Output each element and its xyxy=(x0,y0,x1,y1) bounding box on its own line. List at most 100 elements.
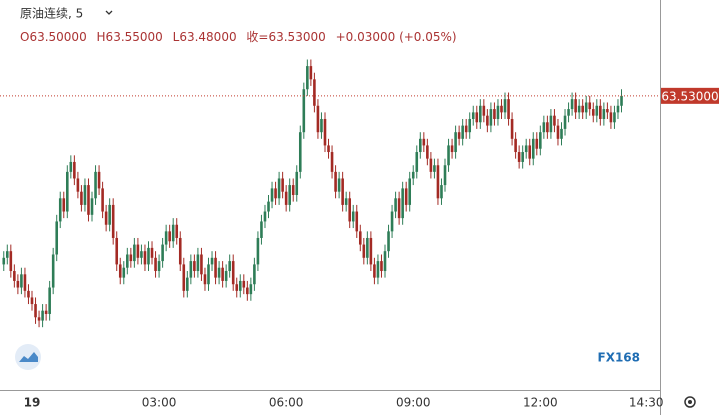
ohlc-high: H63.55000 xyxy=(97,30,163,44)
x-tick-label: 09:00 xyxy=(396,396,431,410)
candle-body xyxy=(267,201,270,212)
candle-body xyxy=(118,264,122,278)
candle-body xyxy=(362,244,366,258)
candle-body xyxy=(94,171,97,199)
candle-body xyxy=(408,178,412,205)
candle-body xyxy=(298,132,302,172)
candle-body xyxy=(122,267,126,278)
candle-body xyxy=(344,198,348,205)
candle-body xyxy=(37,317,41,321)
ohlc-close: 收=63.53000 xyxy=(246,30,325,44)
candle-body xyxy=(433,165,436,172)
candle-body xyxy=(44,310,48,314)
candle-body xyxy=(323,118,327,146)
candle-body xyxy=(41,310,44,321)
candle-body xyxy=(27,290,30,298)
candle-body xyxy=(507,99,510,119)
candle-body xyxy=(210,257,214,265)
candle-body xyxy=(355,211,359,232)
candle-body xyxy=(422,138,426,146)
candle-body xyxy=(203,274,207,285)
candle-body xyxy=(217,267,221,278)
candle-body xyxy=(58,198,62,222)
candle-body xyxy=(140,251,143,258)
candle-body xyxy=(404,188,408,205)
candle-body xyxy=(291,185,295,195)
candle-body xyxy=(429,158,433,172)
candle-body xyxy=(567,109,570,116)
settings-icon[interactable] xyxy=(684,396,696,408)
candle-body xyxy=(80,191,83,205)
candle-body xyxy=(284,191,288,205)
candle-body xyxy=(588,102,592,110)
candle-body xyxy=(129,254,133,262)
candle-body xyxy=(591,109,595,116)
candle-body xyxy=(13,271,16,281)
candle-body xyxy=(302,89,306,133)
candle-body xyxy=(461,125,464,139)
candle-body xyxy=(154,257,157,272)
candle-body xyxy=(401,188,404,219)
candle-body xyxy=(500,105,503,113)
candle-body xyxy=(606,109,609,113)
candle-body xyxy=(147,247,150,265)
candle-body xyxy=(221,267,224,281)
candle-body xyxy=(482,105,486,116)
candle-body xyxy=(295,171,299,195)
candle-body xyxy=(620,95,623,106)
chart-title: 原油连续, 5 xyxy=(20,6,83,21)
candle-body xyxy=(157,261,161,272)
candle-body xyxy=(383,251,387,272)
x-tick-label: 03:00 xyxy=(142,396,177,410)
plot-area xyxy=(0,59,660,328)
candle-body xyxy=(440,185,443,199)
candle-body xyxy=(373,264,376,278)
candle-body xyxy=(387,231,390,252)
candle-body xyxy=(464,125,468,133)
candle-body xyxy=(341,178,344,205)
candle-body xyxy=(471,112,475,119)
candle-body xyxy=(178,237,182,265)
candle-body xyxy=(535,138,539,149)
candle-body xyxy=(419,138,422,153)
candle-body xyxy=(76,178,80,192)
candle-body xyxy=(62,198,66,212)
price-label: 63.53000 xyxy=(661,89,718,103)
candle-body xyxy=(436,165,440,199)
chart-type-icon[interactable] xyxy=(15,344,41,370)
candle-body xyxy=(609,112,613,123)
candle-body xyxy=(316,105,320,133)
candle-body xyxy=(51,254,55,288)
candle-body xyxy=(164,231,168,245)
logo: FX168 xyxy=(598,351,641,365)
candle-body xyxy=(2,257,6,265)
candle-body xyxy=(228,261,231,272)
candle-body xyxy=(306,66,309,90)
candle-body xyxy=(468,118,472,133)
candle-body xyxy=(496,105,500,119)
candle-body xyxy=(23,274,27,291)
candle-body xyxy=(136,244,140,258)
candle-body xyxy=(5,251,9,258)
candle-body xyxy=(397,198,401,219)
candle-body xyxy=(66,171,69,212)
candle-body xyxy=(330,152,334,172)
candle-body xyxy=(16,280,20,288)
candle-body xyxy=(450,145,454,153)
x-tick-label: 19 xyxy=(24,396,41,410)
candle-body xyxy=(260,221,263,238)
candle-body xyxy=(104,211,108,225)
candle-body xyxy=(133,244,136,262)
candle-body xyxy=(143,251,147,265)
candle-body xyxy=(9,251,13,272)
candle-body xyxy=(263,211,267,222)
candle-body xyxy=(214,257,217,278)
ohlc-low: L63.48000 xyxy=(173,30,237,44)
candle-body xyxy=(602,109,606,119)
candle-body xyxy=(186,277,189,291)
candle-body xyxy=(242,280,246,288)
candle-body xyxy=(235,284,239,291)
dropdown-icon[interactable] xyxy=(105,10,113,15)
candle-body xyxy=(443,165,447,186)
candle-body xyxy=(189,261,193,278)
